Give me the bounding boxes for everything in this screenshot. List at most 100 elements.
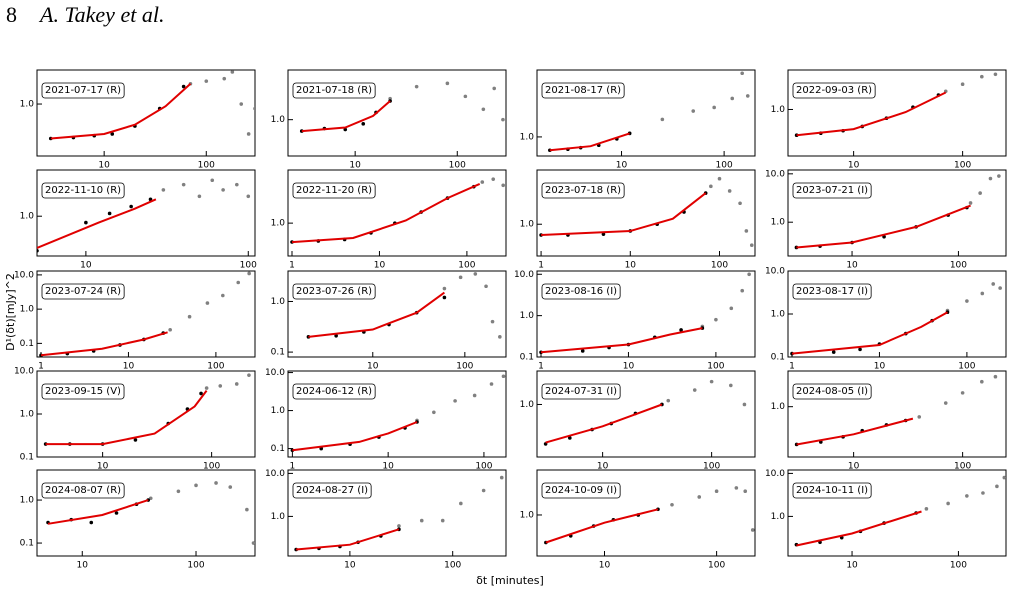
data-layer [794,174,1001,250]
x-tick-label: 100 [954,161,971,171]
plot-frame [287,69,507,157]
panel-label: 2021-07-17 (R) [45,85,121,96]
data-point [245,507,249,512]
panel-label-box [541,82,625,99]
data-point [744,229,749,233]
y-tick-label: 1.0 [520,510,535,520]
y-tick-label: 1.0 [771,218,786,228]
plot-frame [787,469,1007,557]
x-tick-label: 100 [711,261,728,271]
y-tick-label: 10.0 [265,469,285,479]
page-number: 8 [6,2,17,27]
data-point [419,518,424,523]
data-point [1002,475,1006,480]
x-tick-label: 10 [874,362,886,372]
data-point [442,295,447,300]
fit-line [540,327,703,354]
panel: 1 10 100 1.0 2023-07-18 (R) [520,169,756,271]
data-point [84,220,88,225]
fit-line [549,132,630,152]
y-tick-label: 10.0 [14,367,34,377]
y-tick-label: 1.0 [271,115,286,125]
data-layer [539,176,754,248]
fit-line [545,403,663,444]
data-point [714,489,719,494]
data-layer [43,373,251,446]
x-tick-label: 100 [950,261,967,271]
x-tick-label: 100 [954,462,971,472]
data-layer [39,271,251,357]
panel-label-box [541,283,621,300]
y-tick-label: 1.0 [20,212,35,222]
y-tick-label: 0.1 [20,453,34,463]
data-point [998,286,1002,290]
data-point [361,122,366,126]
y-tick-label: 10.0 [514,270,534,280]
data-point [997,174,1001,178]
data-point [709,379,714,384]
y-tick-label: 0.1 [271,444,285,454]
data-point [107,211,112,216]
x-axis-label: δt [minutes] [476,574,544,587]
panel-label: 2023-07-24 (R) [45,286,121,297]
fit-line [40,331,168,357]
x-tick-label: 100 [458,261,475,271]
data-point [481,488,486,493]
data-point [943,401,948,405]
plot-frame [536,69,756,157]
data-layer [306,272,502,339]
data-point [729,383,733,388]
panel-label-box [792,283,872,300]
data-layer [790,282,1002,356]
x-tick-label: 100 [240,261,257,271]
panel-label: 2021-08-17 (R) [545,85,621,96]
data-layer [37,178,251,253]
x-tick-label: 100 [958,362,975,372]
data-point [221,293,225,298]
panel-label: 2023-08-16 (I) [545,286,617,297]
data-point [236,280,241,285]
plot-frame [36,69,256,157]
data-point [730,96,735,101]
panel-label-box [292,383,376,400]
data-point [995,484,999,489]
y-tick-label: 10.0 [14,270,34,280]
y-axis-label: D¹(δt)[mJy]^2 [4,273,17,351]
data-point [205,301,210,305]
x-tick-label: 100 [449,161,466,171]
fit-line [796,417,914,446]
plot-frame [36,469,256,557]
plot-frame [287,270,507,358]
data-point [221,188,225,192]
panel-label-box [41,482,125,499]
x-tick-label: 1 [289,261,295,271]
data-point [181,84,186,89]
data-point [148,496,153,501]
x-tick-label: 10 [848,161,860,171]
x-tick-label: 1 [538,261,544,271]
panel-label: 2024-06-12 (R) [296,386,372,397]
plot-frame [36,270,256,358]
panel-label: 2023-07-21 (I) [796,185,868,196]
data-layer [794,72,998,138]
x-tick-label: 1 [538,362,544,372]
data-point [187,314,192,319]
panel-label-box [292,182,376,199]
data-point [228,485,233,489]
panel-label-box [41,383,125,400]
data-point [473,272,478,276]
data-point [980,74,984,79]
y-tick-label: 1.0 [520,220,535,230]
data-point [993,374,998,379]
panel: 10 100 1.0 2024-10-09 (I) [520,469,756,571]
data-point [397,524,401,528]
data-point [993,72,998,77]
panel-label-box [292,82,376,99]
panel-label: 2024-10-09 (I) [545,485,617,496]
fit-line [296,528,400,551]
data-point [580,349,585,353]
data-point [601,232,606,236]
data-point [831,350,836,354]
panel: 10 100 1.0 10.0 2024-10-11 (I) [765,469,1007,571]
x-tick-label: 10 [599,561,611,571]
